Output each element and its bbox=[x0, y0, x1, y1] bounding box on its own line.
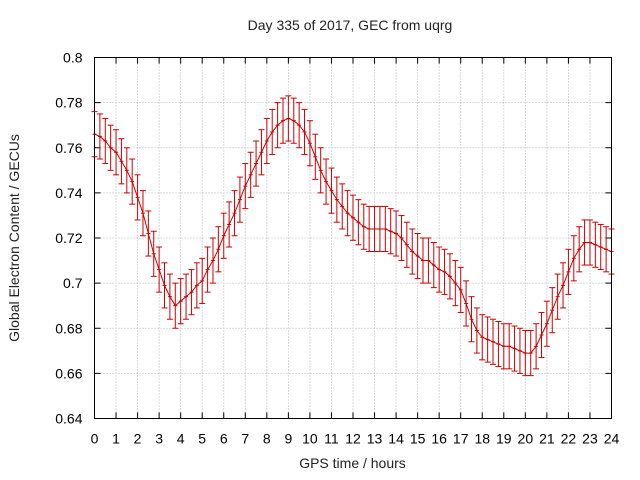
x-tick-label: 1 bbox=[112, 431, 120, 447]
y-tick-label: 0.76 bbox=[55, 140, 82, 156]
x-tick-label: 11 bbox=[324, 431, 339, 447]
x-axis-label: GPS time / hours bbox=[299, 455, 406, 471]
x-tick-label: 18 bbox=[474, 431, 490, 447]
y-tick-label: 0.66 bbox=[55, 365, 82, 381]
y-tick-label: 0.8 bbox=[63, 50, 83, 66]
x-tick-label: 22 bbox=[561, 431, 577, 447]
x-tick-label: 10 bbox=[302, 431, 318, 447]
x-tick-label: 9 bbox=[284, 431, 292, 447]
x-tick-label: 13 bbox=[367, 431, 383, 447]
series-line bbox=[94, 117, 612, 354]
x-tick-label: 15 bbox=[410, 431, 426, 447]
x-tick-label: 24 bbox=[604, 431, 620, 447]
chart-title: Day 335 of 2017, GEC from uqrg bbox=[247, 17, 453, 33]
x-tick-label: 19 bbox=[496, 431, 512, 447]
gec-series bbox=[92, 117, 614, 354]
x-tick-label: 16 bbox=[431, 431, 447, 447]
x-tick-label: 14 bbox=[388, 431, 404, 447]
x-tick-label: 12 bbox=[345, 431, 361, 447]
x-tick-label: 3 bbox=[155, 431, 163, 447]
y-tick-label: 0.64 bbox=[55, 411, 82, 427]
x-tick-label: 5 bbox=[198, 431, 206, 447]
y-axis-label: Global Electron Content / GECUs bbox=[6, 134, 22, 342]
x-tick-label: 0 bbox=[91, 431, 99, 447]
plot-frame bbox=[94, 57, 612, 419]
y-tick-label: 0.74 bbox=[55, 185, 82, 201]
y-tick-label: 0.78 bbox=[55, 95, 82, 111]
y-tick-label: 0.68 bbox=[55, 320, 82, 336]
x-tick-label: 7 bbox=[241, 431, 249, 447]
x-tick-label: 8 bbox=[263, 431, 271, 447]
x-tick-label: 23 bbox=[582, 431, 598, 447]
x-tick-label: 4 bbox=[177, 431, 185, 447]
x-tick-label: 21 bbox=[539, 431, 555, 447]
x-tick-label: 17 bbox=[453, 431, 469, 447]
x-tick-label: 2 bbox=[134, 431, 142, 447]
axis-ticks: 0 1 2 3 4 5 6 7 8 9 10 11 12 13 14 15 16 17 18 19 20 21 22 23 24… bbox=[55, 50, 619, 447]
x-tick-label: 20 bbox=[518, 431, 534, 447]
x-tick-label: 6 bbox=[220, 431, 228, 447]
y-tick-label: 0.7 bbox=[63, 275, 83, 291]
y-tick-label: 0.72 bbox=[55, 230, 82, 246]
